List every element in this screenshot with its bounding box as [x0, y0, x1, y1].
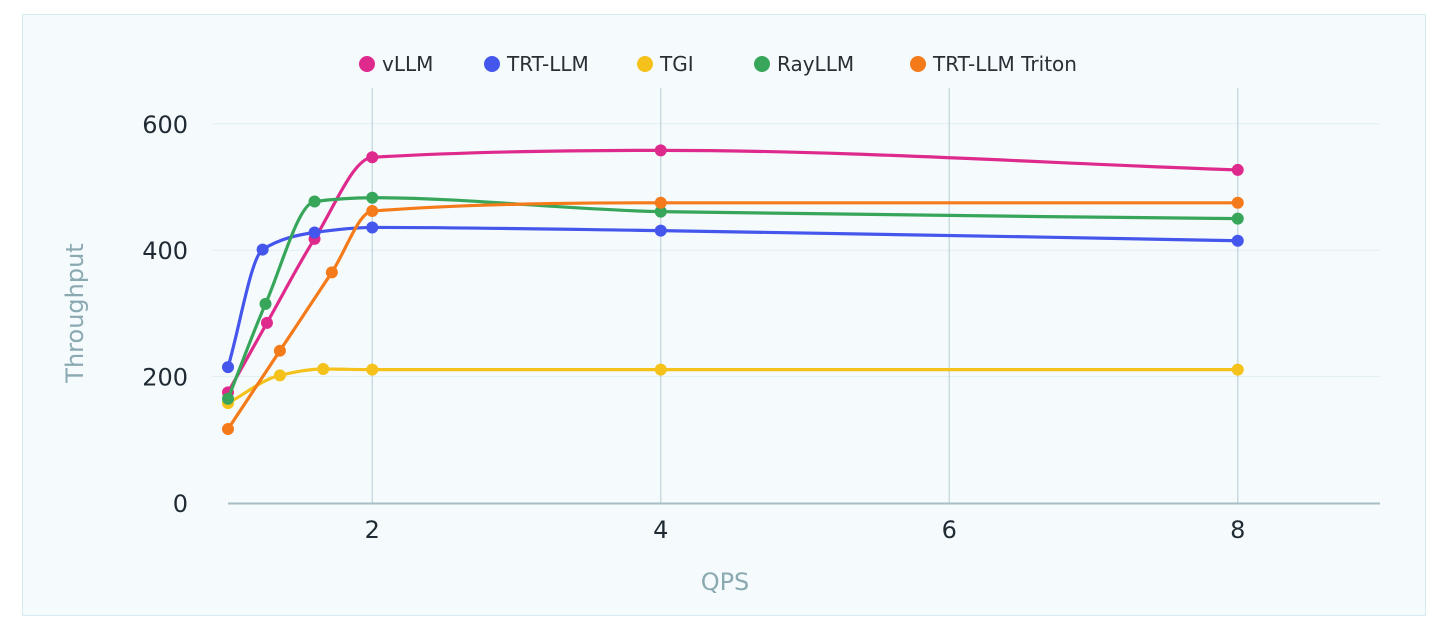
legend-item[interactable]: RayLLM: [754, 52, 854, 76]
legend-label: RayLLM: [777, 52, 854, 76]
legend-swatch: [910, 56, 926, 72]
chart-panel: [22, 14, 1426, 616]
data-point[interactable]: [260, 316, 273, 329]
legend-label: TRT-LLM Triton: [932, 52, 1077, 76]
series-trt-llm: [222, 221, 1244, 374]
data-point[interactable]: [325, 266, 338, 279]
data-point[interactable]: [273, 369, 286, 382]
data-point[interactable]: [222, 361, 234, 374]
x-tick-label: 6: [942, 516, 957, 544]
data-point[interactable]: [366, 205, 379, 218]
data-point[interactable]: [317, 363, 330, 376]
series-line: [226, 225, 1240, 369]
data-point[interactable]: [366, 221, 379, 234]
y-axis-title: Throughput: [61, 243, 89, 383]
data-point[interactable]: [366, 151, 379, 164]
data-point[interactable]: [308, 195, 321, 208]
series-vllm: [222, 144, 1244, 399]
series-layer: [222, 144, 1244, 436]
legend-item[interactable]: vLLM: [359, 52, 433, 76]
data-point[interactable]: [256, 243, 269, 256]
series-rayllm: [222, 191, 1244, 405]
legend-swatch: [637, 56, 653, 72]
data-point[interactable]: [654, 196, 667, 209]
y-tick-label: 0: [173, 490, 188, 518]
data-point[interactable]: [654, 144, 667, 157]
y-tick-label: 600: [142, 111, 188, 139]
data-point[interactable]: [366, 191, 379, 204]
data-point[interactable]: [222, 423, 234, 436]
data-point[interactable]: [654, 205, 667, 218]
series-trt-llm-triton: [222, 196, 1244, 436]
x-tick-label: 8: [1230, 516, 1245, 544]
legend-item[interactable]: TRT-LLM: [484, 52, 589, 76]
legend-label: vLLM: [382, 52, 433, 76]
y-tick-label: 200: [142, 364, 188, 392]
grid: [212, 88, 1380, 503]
legend: vLLM TRT-LLM TGI RayLLM TRT-LLM Triton: [359, 52, 1077, 76]
legend-swatch: [754, 56, 770, 72]
axes: 0 200 400 600 2 4 6 8: [142, 111, 1380, 544]
data-point[interactable]: [1231, 212, 1244, 225]
data-point[interactable]: [654, 224, 667, 237]
data-point[interactable]: [308, 226, 321, 239]
legend-label: TGI: [659, 52, 694, 76]
legend-item[interactable]: TGI: [637, 52, 694, 76]
data-point[interactable]: [259, 297, 272, 310]
y-tick-label: 400: [142, 237, 188, 265]
legend-swatch: [484, 56, 500, 72]
x-tick-label: 4: [653, 516, 668, 544]
series-line: [226, 367, 1240, 405]
series-line: [226, 148, 1240, 394]
legend-swatch: [359, 56, 375, 72]
x-axis-title: QPS: [701, 568, 750, 596]
data-point[interactable]: [366, 363, 379, 376]
data-point[interactable]: [1231, 234, 1244, 247]
data-point[interactable]: [222, 392, 234, 405]
data-point[interactable]: [1231, 163, 1244, 176]
x-tick-label: 2: [365, 516, 380, 544]
data-point[interactable]: [1231, 196, 1244, 209]
data-point[interactable]: [654, 363, 667, 376]
data-point[interactable]: [1231, 363, 1244, 376]
legend-label: TRT-LLM: [506, 52, 589, 76]
series-tgi: [222, 363, 1244, 410]
legend-item[interactable]: TRT-LLM Triton: [910, 52, 1077, 76]
data-point[interactable]: [273, 344, 286, 357]
